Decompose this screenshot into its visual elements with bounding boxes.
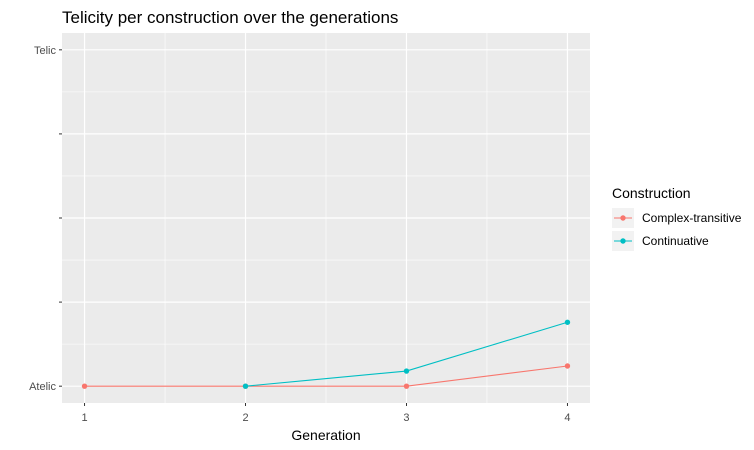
- series-point: [242, 383, 249, 389]
- series-point: [564, 319, 571, 325]
- x-tick-label: 1: [81, 412, 87, 424]
- x-tick-label: 4: [564, 412, 570, 424]
- series-point: [564, 363, 571, 369]
- series-point: [403, 368, 410, 374]
- major-gridlines: [62, 33, 590, 403]
- y-tick-label: Telic: [34, 45, 57, 57]
- legend-title: Construction: [612, 185, 691, 201]
- series-line: [84, 365, 568, 387]
- x-axis: 1 2 3 4: [81, 403, 571, 424]
- x-axis-title: Generation: [291, 427, 360, 443]
- legend-key-point: [620, 238, 626, 244]
- chart-title: Telicity per construction over the gener…: [62, 8, 398, 27]
- legend-label: Complex-transitive: [642, 211, 742, 225]
- legend-label: Continuative: [642, 234, 709, 248]
- x-tick-label: 2: [242, 412, 248, 424]
- series-point: [403, 383, 410, 389]
- legend: Construction Complex-transitive Continuat…: [612, 185, 742, 251]
- series-layer: [81, 319, 571, 389]
- y-axis: Atelic Telic: [29, 45, 62, 393]
- x-tick-label: 3: [403, 412, 409, 424]
- y-tick-label: Atelic: [29, 381, 56, 393]
- legend-key-point: [620, 215, 626, 221]
- series-point: [81, 383, 88, 389]
